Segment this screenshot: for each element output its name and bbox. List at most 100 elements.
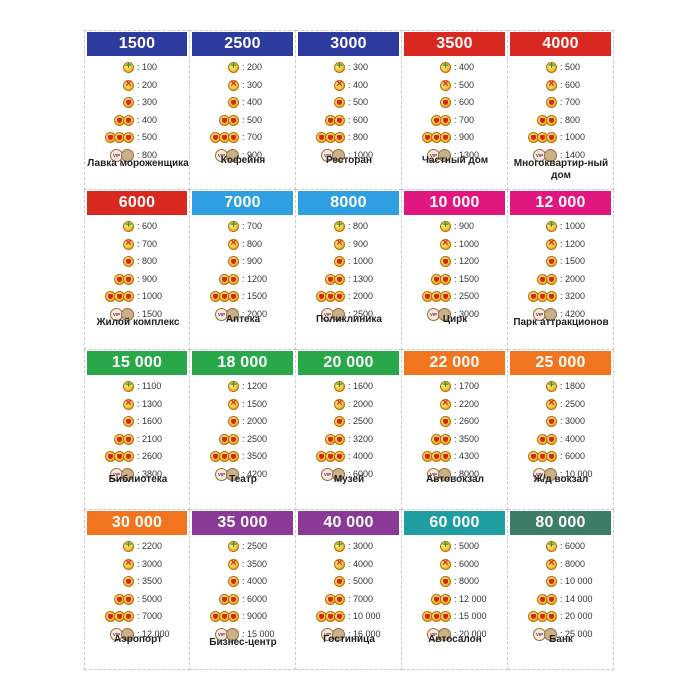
card-title: Частный дом xyxy=(421,155,489,166)
property-card[interactable]: 2500: 200: 300: 400: 500: 700 VIP: 900Коф… xyxy=(190,30,296,190)
property-card[interactable]: 1500: 100: 200: 300: 400: 500 VIP: 800Лав… xyxy=(84,30,190,190)
level-icons xyxy=(123,219,134,234)
rent-row: : 1000 xyxy=(402,236,508,254)
level-icons xyxy=(334,95,345,110)
card-price-header: 40 000 xyxy=(298,511,399,535)
building-coin-icon xyxy=(546,611,557,622)
rent-row: : 2000 xyxy=(296,396,402,414)
property-card[interactable]: 25 000: 1800: 2500: 3000: 4000: 6000VIP:… xyxy=(508,350,614,510)
rent-row: : 500 xyxy=(296,94,402,112)
property-card[interactable]: 60 000: 5000: 6000: 8000: 12 000: 15 000… xyxy=(402,510,508,670)
building-coin-icon xyxy=(228,433,239,445)
rent-value: : 7000 xyxy=(348,593,374,604)
property-card[interactable]: 15 000: 1100: 1300: 1600: 2100: 2600VIP:… xyxy=(84,350,190,510)
property-card[interactable]: 20 000: 1600: 2000: 2500: 3200: 4000VIP:… xyxy=(296,350,402,510)
rent-row: : 1000 xyxy=(508,218,614,236)
property-card[interactable]: 12 000: 1000: 1200: 1500: 2000: 3200 VIP:… xyxy=(508,190,614,350)
plus-coin-icon xyxy=(546,539,557,552)
building-coin-icon xyxy=(123,273,134,285)
cross-coin-icon xyxy=(440,78,451,91)
property-card[interactable]: 18 000: 1200: 1500: 2000: 2500: 3500 VIP:… xyxy=(190,350,296,510)
card-price-header: 6000 xyxy=(87,191,187,215)
level-icons: VIP xyxy=(427,307,451,322)
building-coin-icon xyxy=(546,433,557,445)
rent-value: : 2000 xyxy=(242,308,268,319)
hotel-badge-icon xyxy=(121,307,134,321)
building-coin-icon xyxy=(334,132,345,143)
level-icons xyxy=(431,272,451,287)
building-coin-icon xyxy=(334,433,345,445)
rent-value: : 800 xyxy=(242,238,263,249)
rent-row: : 600 xyxy=(85,218,191,236)
building-coin-icon xyxy=(228,273,239,285)
rent-value: : 1000 xyxy=(454,238,480,249)
rent-value: : 20 000 xyxy=(560,611,593,621)
rent-value: : 300 xyxy=(242,79,263,90)
property-card[interactable]: 10 000: 900: 1000: 1200: 1500: 2500VIP: … xyxy=(402,190,508,350)
card-title: Музей xyxy=(333,474,365,485)
level-icons xyxy=(546,78,557,93)
card-price-header: 1500 xyxy=(87,32,187,56)
building-coin-icon xyxy=(123,611,134,622)
level-icons xyxy=(228,557,239,572)
card-price-header: 80 000 xyxy=(510,511,611,535)
property-card[interactable]: 30 000: 2200: 3000: 3500: 5000: 7000VIP:… xyxy=(84,510,190,670)
level-icons xyxy=(114,113,134,128)
card-price-header: 3500 xyxy=(404,32,505,56)
building-coin-icon xyxy=(123,593,134,605)
property-card[interactable]: 22 000 : 1700: 2200: 2600: 3500: 4300VIP:… xyxy=(402,350,508,510)
level-icons xyxy=(528,609,557,624)
rent-row: VIP: 4200 xyxy=(508,306,614,324)
card-price-header: 22 000 xyxy=(404,351,505,375)
rent-row: : 8000 xyxy=(402,573,508,591)
building-coin-icon xyxy=(440,132,451,143)
rent-value: : 300 xyxy=(348,62,369,72)
building-coin-icon xyxy=(334,273,345,285)
rent-row: : 5000 xyxy=(402,538,508,556)
level-icons xyxy=(105,609,134,624)
rent-row: : 800 xyxy=(190,236,296,254)
rent-row: : 6000 xyxy=(190,591,296,609)
vip-badge-icon: VIP xyxy=(215,148,228,162)
cross-coin-icon xyxy=(228,557,239,570)
plus-coin-icon xyxy=(123,539,134,552)
level-icons xyxy=(123,379,134,394)
rent-value: : 100 xyxy=(137,62,158,72)
rent-row: VIP: 3000 xyxy=(402,306,508,324)
rent-value: : 800 xyxy=(560,114,581,125)
level-icons: VIP xyxy=(215,307,239,322)
property-card[interactable]: 80 000: 6000: 8000: 10 000: 14 000: 20 0… xyxy=(508,510,614,670)
building-coin-icon xyxy=(440,433,451,445)
rent-row: : 1300 xyxy=(85,396,191,414)
building-coin-icon xyxy=(123,451,134,462)
rent-row: : 500 xyxy=(190,112,296,130)
hotel-badge-icon xyxy=(226,307,239,321)
rent-row: VIP: 8000 xyxy=(402,466,508,484)
rent-row: : 2500 xyxy=(402,288,508,306)
rent-row: VIP: 10 000 xyxy=(508,466,614,484)
level-icons xyxy=(123,95,134,110)
level-icons xyxy=(123,414,134,429)
rent-row: : 3500 xyxy=(402,431,508,449)
rent-value: : 2500 xyxy=(348,416,374,426)
rent-row: : 3500 xyxy=(190,556,296,574)
building-coin-icon xyxy=(334,451,345,462)
level-icons: VIP xyxy=(427,467,451,482)
building-coin-icon xyxy=(123,291,134,302)
rent-table: : 1000: 1200: 1500: 2000: 3200 VIP: 4200 xyxy=(508,218,614,323)
hotel-badge-icon xyxy=(544,627,557,641)
card-title: Автосалон xyxy=(428,634,482,645)
property-card[interactable]: 40 000: 3000: 4000: 5000: 7000: 10 000VI… xyxy=(296,510,402,670)
hotel-badge-icon xyxy=(332,467,345,481)
rent-value: : 200 xyxy=(137,79,158,90)
level-icons xyxy=(228,60,239,75)
rent-row: VIP: 1500 xyxy=(85,306,191,324)
property-card[interactable]: 35 000: 2500: 3500: 4000: 6000: 9000VIP:… xyxy=(190,510,296,670)
